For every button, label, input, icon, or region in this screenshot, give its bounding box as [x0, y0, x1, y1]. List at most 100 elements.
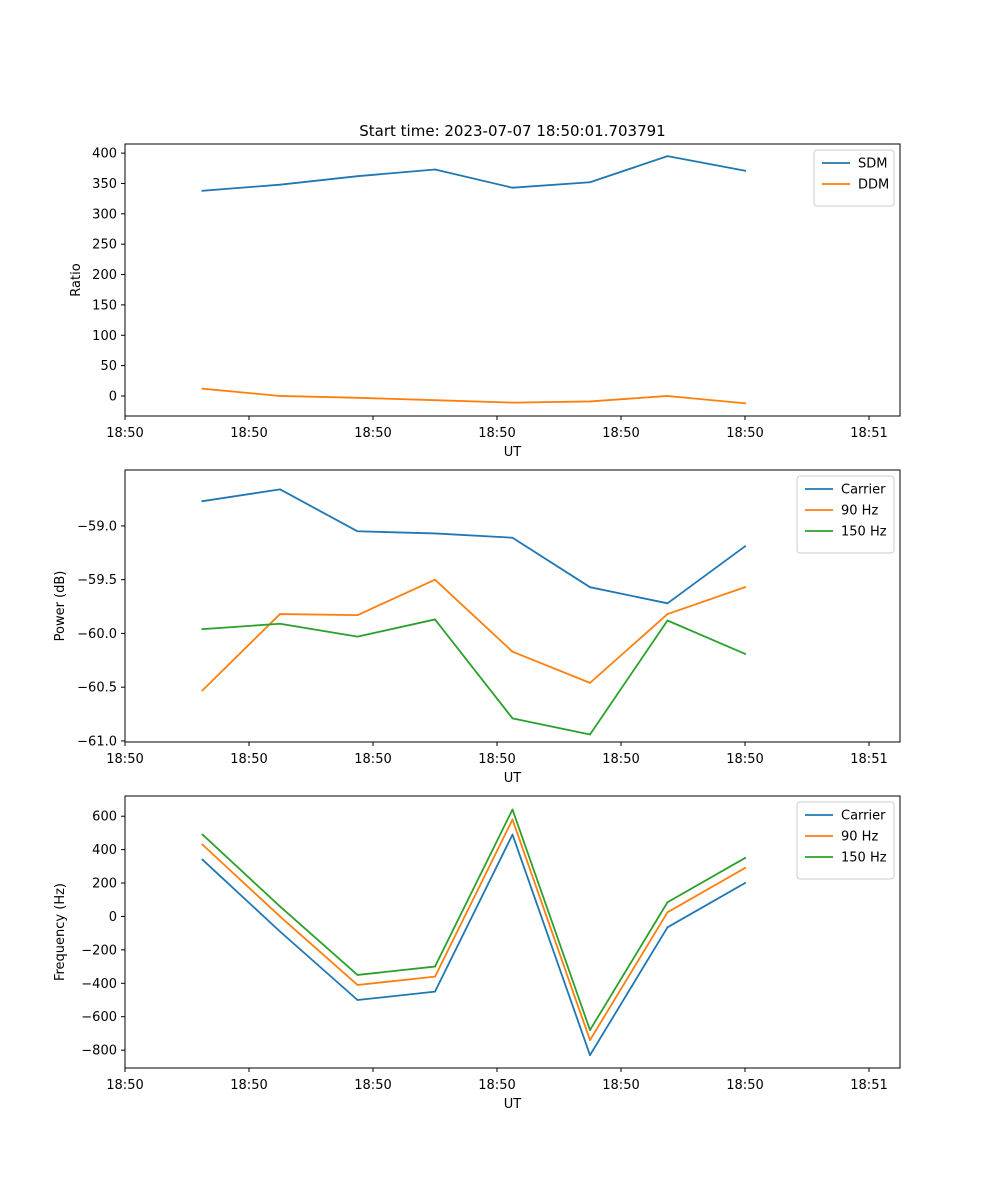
data-point-90-hz	[434, 975, 436, 978]
data-point-150-hz	[589, 1029, 591, 1031]
data-point-sdm	[279, 183, 281, 186]
x-tick-label: 18:50	[726, 752, 763, 767]
y-tick-label: 400	[92, 843, 117, 858]
legend-label: 90 Hz	[841, 830, 878, 845]
x-tick-label: 18:50	[230, 1078, 267, 1093]
data-point-150-hz	[356, 974, 359, 976]
data-point-carrier	[589, 586, 591, 589]
y-tick-label: −400	[81, 977, 117, 992]
data-point-90-hz	[279, 613, 281, 615]
data-point-150-hz	[434, 618, 436, 621]
data-point-carrier	[279, 488, 281, 491]
data-point-ddm	[511, 401, 514, 404]
data-point-carrier	[511, 536, 514, 539]
y-tick-label: 100	[92, 329, 117, 344]
data-point-90-hz	[201, 843, 204, 846]
y-tick-label: −59.5	[77, 573, 117, 588]
data-point-carrier	[201, 500, 204, 503]
data-point-150-hz	[279, 905, 281, 908]
data-point-90-hz	[279, 915, 281, 918]
data-point-90-hz	[666, 613, 669, 615]
y-tick-label: −59.0	[77, 519, 117, 534]
series-line-carrier	[201, 488, 747, 605]
data-point-150-hz	[279, 622, 281, 625]
data-point-90-hz	[666, 911, 669, 914]
x-tick-label: 18:50	[602, 752, 639, 767]
legend: SDM DDM	[813, 149, 895, 207]
x-tick-label: 18:50	[478, 752, 515, 767]
data-point-150-hz	[434, 965, 436, 968]
x-axis-label: UT	[504, 445, 522, 460]
data-point-sdm	[744, 169, 746, 172]
series-line-90-hz	[201, 578, 747, 692]
data-point-150-hz	[589, 733, 591, 736]
data-point-sdm	[356, 175, 359, 178]
data-point-150-hz	[744, 652, 746, 655]
x-tick-label: 18:50	[354, 426, 391, 441]
y-tick-label: −61.0	[77, 734, 117, 749]
data-point-90-hz	[356, 984, 359, 986]
data-point-90-hz	[744, 586, 746, 589]
legend-label: SDM	[858, 157, 887, 172]
data-point-carrier	[356, 999, 359, 1001]
data-point-carrier	[356, 530, 359, 533]
data-point-ddm	[666, 395, 669, 397]
data-point-90-hz	[511, 818, 514, 821]
data-point-90-hz	[434, 578, 436, 581]
data-point-carrier	[744, 545, 746, 548]
y-tick-label: −60.0	[77, 627, 117, 642]
legend-box	[796, 475, 895, 554]
data-point-sdm	[511, 186, 514, 189]
x-tick-label: 18:50	[478, 426, 515, 441]
data-point-ddm	[201, 387, 204, 390]
data-point-90-hz	[356, 614, 359, 617]
legend-label: Carrier	[841, 809, 886, 824]
series-line-150-hz	[201, 808, 747, 1031]
x-tick-label: 18:50	[106, 752, 143, 767]
legend-label: 90 Hz	[841, 504, 878, 519]
data-point-carrier	[589, 1054, 591, 1057]
data-point-ddm	[744, 402, 746, 405]
data-point-ddm	[356, 396, 359, 399]
x-tick-label: 18:50	[354, 752, 391, 767]
y-tick-label: 200	[92, 877, 117, 892]
data-point-carrier	[511, 833, 514, 836]
legend-label: 150 Hz	[841, 851, 887, 866]
legend-label: 150 Hz	[841, 525, 887, 540]
data-point-carrier	[434, 990, 436, 993]
y-axis-label: Ratio	[69, 263, 84, 296]
data-point-90-hz	[589, 681, 591, 684]
data-point-150-hz	[744, 857, 746, 859]
y-tick-label: 300	[92, 207, 117, 222]
chart-panel-2: 18:50 18:50 18:50 18:50 18:50 18:50 18:51 −61.0…	[53, 469, 901, 786]
y-tick-label: −800	[81, 1044, 117, 1059]
legend-label: DDM	[858, 178, 889, 193]
x-axis-label: UT	[504, 771, 522, 786]
chart-panel-1: Start time: 2023-07-07 18:50:01.703791 18…	[69, 122, 901, 460]
data-point-sdm	[666, 155, 669, 158]
y-tick-label: −60.5	[77, 681, 117, 696]
y-axis-label: Frequency (Hz)	[53, 883, 68, 981]
legend: Carrier 90 Hz 150 Hz	[796, 801, 895, 880]
data-point-carrier	[201, 858, 204, 861]
data-point-carrier	[666, 926, 669, 929]
x-tick-label: 18:50	[726, 426, 763, 441]
series-line-ddm	[201, 387, 746, 405]
data-point-sdm	[434, 168, 436, 171]
plot-area-frame	[124, 795, 901, 1069]
x-tick-label: 18:50	[106, 1078, 143, 1093]
x-tick-label: 18:51	[850, 426, 887, 441]
data-point-ddm	[589, 400, 591, 403]
x-tick-label: 18:50	[726, 1078, 763, 1093]
data-point-carrier	[434, 532, 436, 535]
data-point-ddm	[434, 399, 436, 402]
y-tick-label: 150	[92, 298, 117, 313]
y-tick-label: 0	[109, 389, 117, 404]
legend-box	[796, 801, 895, 880]
y-tick-label: 600	[92, 810, 117, 825]
y-tick-label: 350	[92, 177, 117, 192]
chart-panel-3: 18:50 18:50 18:50 18:50 18:50 18:50 18:51 −800 −…	[53, 795, 901, 1112]
data-point-150-hz	[666, 901, 669, 904]
series-line-sdm	[201, 155, 747, 192]
data-point-90-hz	[511, 650, 514, 653]
